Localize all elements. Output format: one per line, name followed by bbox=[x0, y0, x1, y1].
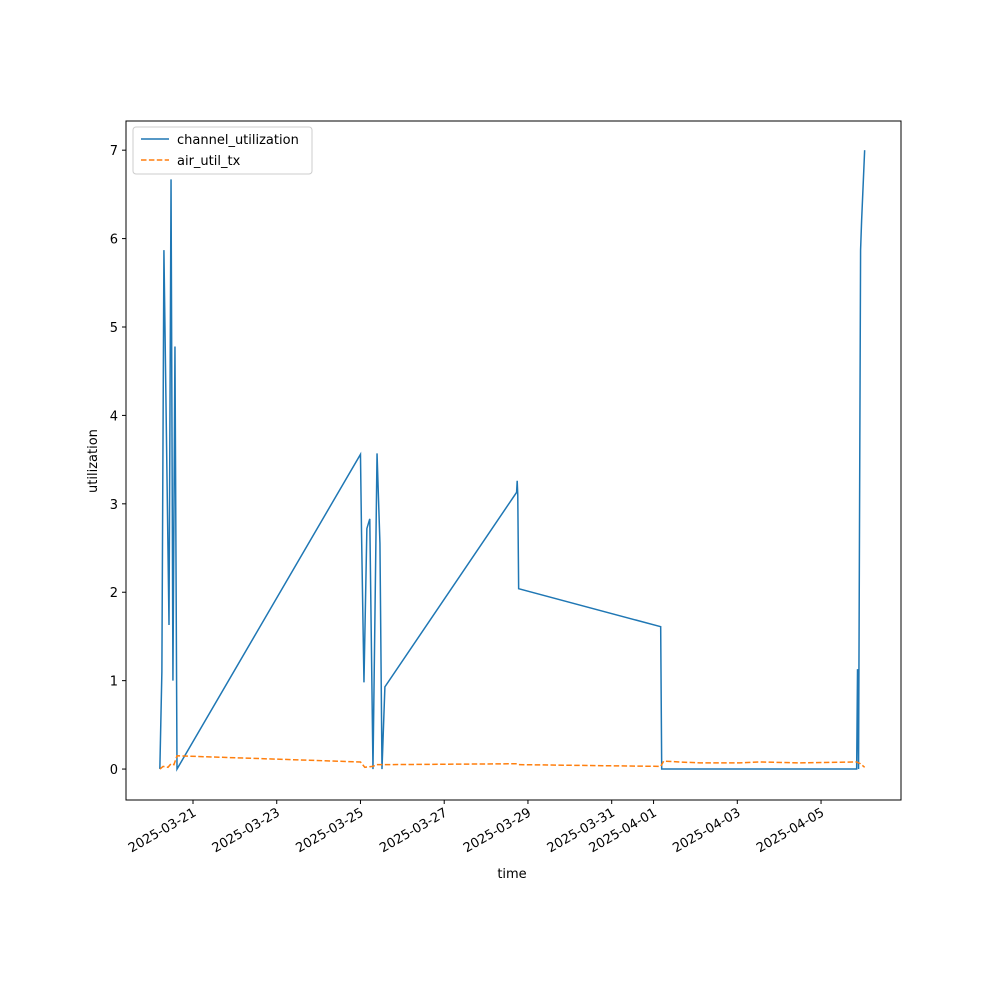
y-tick-label: 6 bbox=[110, 233, 118, 248]
y-tick-label: 5 bbox=[110, 321, 118, 336]
plot-frame bbox=[125, 120, 902, 801]
x-axis-label: time bbox=[497, 867, 526, 882]
y-tick-label: 4 bbox=[110, 409, 118, 424]
y-tick-label: 1 bbox=[110, 675, 118, 690]
legend-label: channel_utilization bbox=[177, 133, 299, 148]
y-tick-label: 7 bbox=[110, 144, 118, 159]
y-tick-label: 0 bbox=[110, 763, 118, 778]
y-axis-label: utilization bbox=[86, 429, 101, 493]
series-line bbox=[159, 755, 866, 770]
legend-box bbox=[132, 126, 313, 175]
series-line bbox=[159, 150, 866, 772]
y-tick-label: 3 bbox=[110, 498, 118, 513]
y-tick-label: 2 bbox=[110, 586, 118, 601]
legend-label: air_util_tx bbox=[177, 154, 241, 169]
